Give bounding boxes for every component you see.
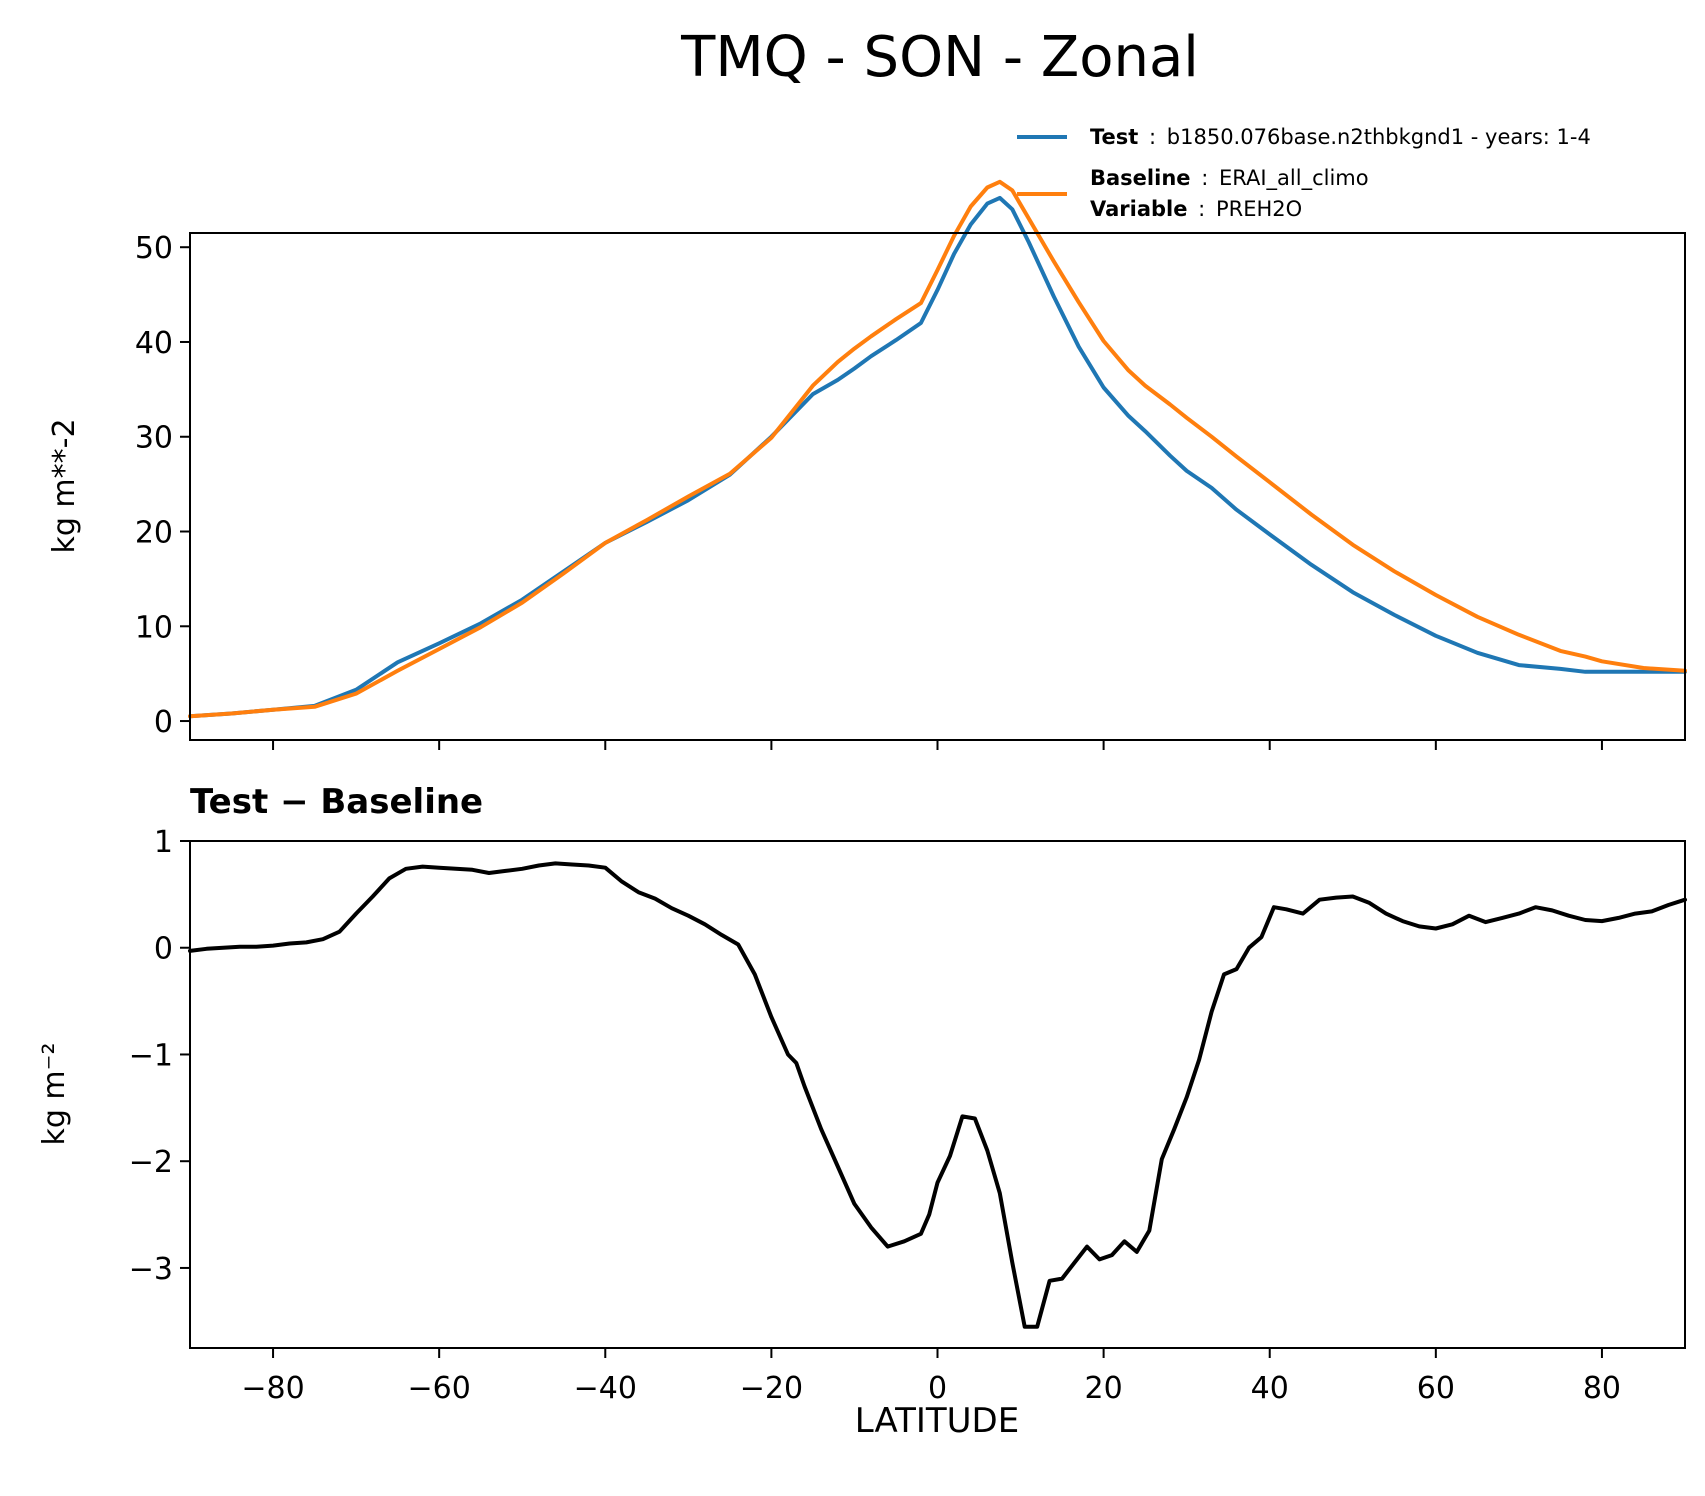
top-series-line-test xyxy=(188,195,1687,719)
bottom-series-line-group xyxy=(188,861,1687,1329)
legend-baseline-value: ERAI_all_climo xyxy=(1219,166,1369,191)
bottom-axes-frame xyxy=(189,840,1686,1349)
legend-baseline-key: Baseline xyxy=(1090,166,1191,190)
legend-test-key: Test xyxy=(1090,125,1138,149)
legend-variable-sep: : xyxy=(1198,197,1205,221)
top-ytick-label: 10 xyxy=(135,610,173,645)
top-yticks-group: 0 10 20 30 40 50 xyxy=(135,231,190,740)
top-ytick-label: 50 xyxy=(135,231,173,266)
legend-entry-variable: Variable : PREH2O xyxy=(1090,197,1302,221)
legend: Test : b1850.076base.n2thbkgnd1 - years:… xyxy=(1017,125,1591,221)
bottom-xtick-label: −80 xyxy=(241,1371,304,1406)
bottom-ylabel: kg m⁻² xyxy=(37,1042,72,1145)
legend-test-sep: : xyxy=(1149,125,1156,149)
bottom-xtick-label: 0 xyxy=(928,1371,947,1406)
bottom-xticks-group: −80 −60 −40 −20 0 20 40 60 80 xyxy=(241,1348,1621,1406)
bottom-xtick-label: −20 xyxy=(740,1371,803,1406)
legend-entry-test: Test : b1850.076base.n2thbkgnd1 - years:… xyxy=(1090,125,1591,149)
bottom-xtick-label: 20 xyxy=(1085,1371,1123,1406)
bottom-panel-title: Test − Baseline xyxy=(190,782,483,822)
legend-entry-baseline: Baseline : ERAI_all_climo xyxy=(1090,166,1369,191)
bottom-xtick-label: 60 xyxy=(1417,1371,1455,1406)
legend-variable-value: PREH2O xyxy=(1216,197,1302,221)
top-series-group xyxy=(188,179,1687,719)
top-series-line-baseline xyxy=(188,179,1687,719)
legend-variable-key: Variable xyxy=(1090,197,1187,221)
legend-baseline-sep: : xyxy=(1201,166,1208,190)
bottom-ytick-label: 1 xyxy=(154,825,173,860)
top-ytick-label: 20 xyxy=(135,516,173,551)
bottom-yticks-group: 1 0 −1 −2 −3 xyxy=(129,825,190,1287)
bottom-panel: Test − Baseline 1 0 −1 −2 −3 −80 −60 −40 −20 0 20… xyxy=(37,782,1687,1441)
top-xticks-group xyxy=(272,740,1603,750)
bottom-ytick-label: 0 xyxy=(154,932,173,967)
bottom-ytick-label: −3 xyxy=(129,1252,173,1287)
legend-test-value: b1850.076base.n2thbkgnd1 - years: 1-4 xyxy=(1167,125,1591,149)
top-ytick-label: 40 xyxy=(135,326,173,361)
bottom-xtick-label: −60 xyxy=(408,1371,471,1406)
top-axes-frame xyxy=(189,232,1686,741)
top-ytick-label: 30 xyxy=(135,421,173,456)
bottom-xtick-label: 80 xyxy=(1583,1371,1621,1406)
bottom-xtick-label: −40 xyxy=(574,1371,637,1406)
bottom-ytick-label: −1 xyxy=(129,1038,173,1073)
bottom-xtick-label: 40 xyxy=(1251,1371,1289,1406)
top-panel: 0 10 20 30 40 50 kg m**-2 xyxy=(47,179,1687,750)
bottom-ytick-label: −2 xyxy=(129,1145,173,1180)
top-ylabel: kg m**-2 xyxy=(47,418,82,553)
top-ytick-label: 0 xyxy=(154,705,173,740)
bottom-series-line-test-baseline xyxy=(188,861,1687,1329)
figure-title: TMQ - SON - Zonal xyxy=(680,25,1199,90)
x-axis-label: LATITUDE xyxy=(855,1401,1019,1441)
